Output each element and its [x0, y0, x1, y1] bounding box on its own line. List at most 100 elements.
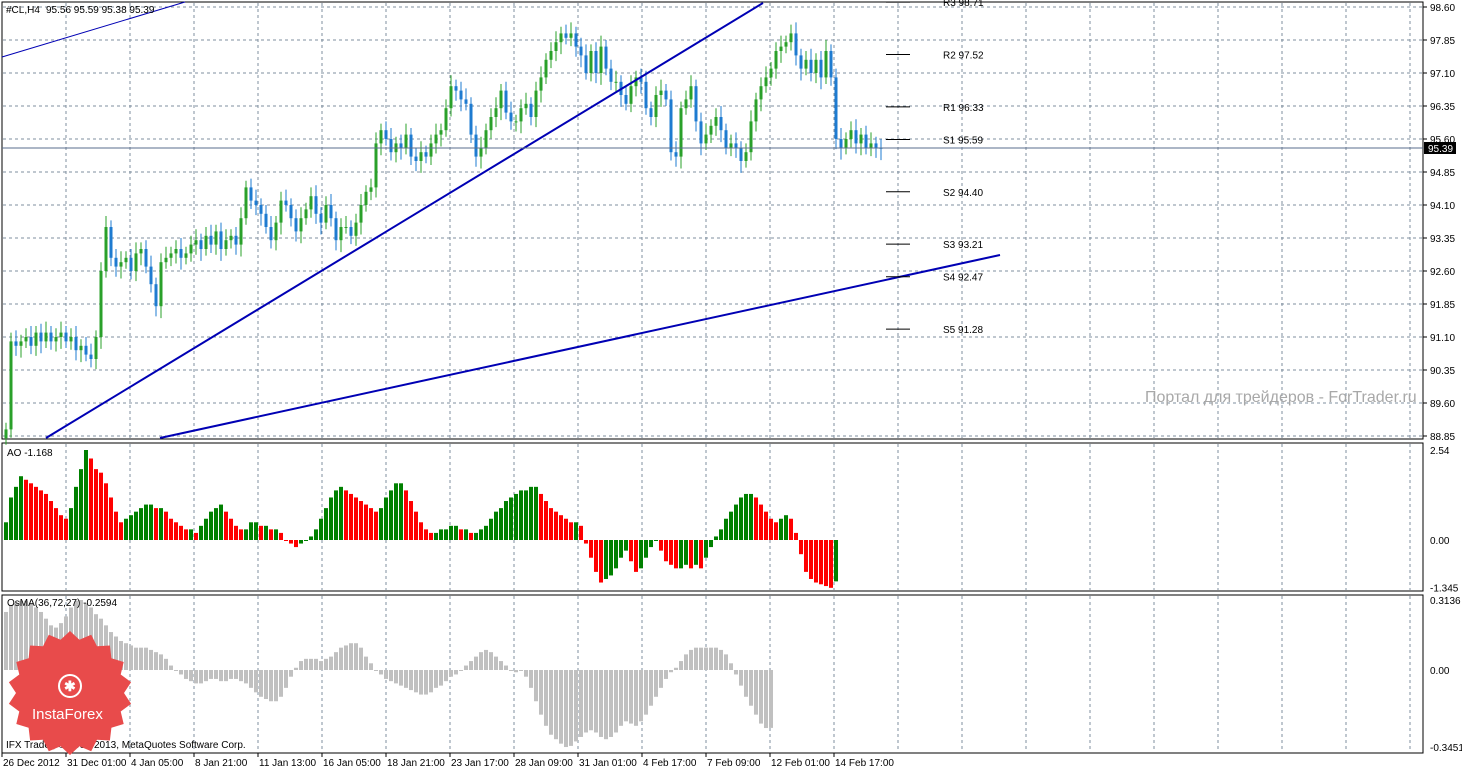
ao-bar: [69, 508, 73, 540]
ao-bar: [419, 522, 423, 540]
ao-bar: [554, 511, 558, 540]
trendline[interactable]: [45, 2, 764, 439]
osma-bar: [264, 670, 268, 700]
ao-bar: [454, 525, 458, 540]
osma-bar: [449, 670, 453, 677]
ao-bar: [574, 522, 578, 540]
ao-bar: [314, 529, 318, 540]
ao-bar: [284, 540, 288, 541]
osma-bar: [634, 670, 638, 726]
candle-body: [69, 337, 73, 342]
candle-body: [224, 240, 228, 249]
candle-body: [144, 249, 148, 267]
osma-bar: [359, 647, 363, 670]
candle-body: [764, 77, 768, 87]
candle-body: [469, 103, 473, 135]
osma-bar: [339, 647, 343, 670]
osma-bar: [709, 647, 713, 670]
candle-body: [759, 86, 763, 100]
ao-bar: [114, 511, 118, 540]
ao-bar: [594, 540, 598, 572]
ao-title: AO -1.168: [7, 448, 53, 459]
osma-bar: [739, 670, 743, 686]
ao-bar: [424, 529, 428, 540]
osma-pane-frame: [1, 594, 1424, 754]
ao-pane-frame: [1, 442, 1424, 592]
price-tick-label: 89.60: [1430, 399, 1455, 410]
price-tick-label: 94.85: [1430, 168, 1455, 179]
ao-bar: [104, 483, 108, 540]
osma-bar: [304, 658, 308, 670]
osma-bar: [424, 670, 428, 695]
candle-body: [364, 191, 368, 205]
ao-bar: [654, 540, 658, 541]
osma-bar: [714, 647, 718, 670]
osma-bar: [529, 670, 533, 688]
ao-bar: [414, 511, 418, 540]
osma-bar: [584, 670, 588, 733]
trendline[interactable]: [159, 254, 1001, 439]
osma-bar: [439, 670, 443, 686]
ao-bar: [289, 540, 293, 544]
candle-body: [169, 253, 173, 258]
osma-bar: [404, 670, 408, 688]
osma-bar: [674, 667, 678, 670]
ao-bar: [539, 493, 543, 540]
osma-bar: [284, 670, 288, 688]
ao-bar: [79, 469, 83, 540]
osma-bar: [349, 643, 353, 670]
current-price-badge: [1424, 142, 1456, 154]
trendline[interactable]: [1, 1, 186, 58]
osma-bar: [109, 632, 113, 670]
ao-bar: [714, 536, 718, 540]
ao-bar: [784, 515, 788, 540]
candle-body: [234, 235, 238, 245]
osma-bar: [149, 649, 153, 670]
ao-bar: [49, 501, 53, 540]
candle-body: [874, 143, 878, 148]
ao-bar: [19, 476, 23, 540]
candle-body: [609, 68, 613, 82]
ohlc-values: 95.56 95.59 95.38 95.39: [46, 5, 155, 16]
ao-bar: [739, 497, 743, 540]
osma-bar: [659, 670, 663, 688]
candle-body: [519, 108, 523, 122]
osma-bar: [734, 670, 738, 675]
time-axis: 26 Dec 2012 31 Dec 01:00 4 Jan 05:00 8 Jan …: [1, 753, 894, 769]
candle-body: [164, 257, 168, 263]
candle-body: [29, 337, 33, 346]
trendlines[interactable]: [1, 1, 1001, 439]
ao-bar: [264, 525, 268, 540]
candle-body: [244, 187, 248, 219]
ao-bar: [274, 529, 278, 540]
candle-body: [204, 235, 208, 249]
ao-bar: [504, 501, 508, 540]
pivot-label: R2 97.52: [943, 51, 984, 62]
candle-body: [304, 209, 308, 219]
candle-body: [784, 42, 788, 47]
candle-body: [584, 55, 588, 73]
candle-body: [19, 341, 23, 346]
ao-bar: [534, 486, 538, 540]
candle-body: [309, 196, 313, 210]
osma-bar: [759, 670, 763, 724]
ao-bar: [154, 508, 158, 540]
candle-body: [819, 59, 823, 78]
ao-bar: [269, 529, 273, 540]
candle-body: [489, 117, 493, 131]
ao-bar: [684, 540, 688, 565]
ao-bar: [544, 501, 548, 540]
osma-tick-label: -0.3451: [1430, 743, 1462, 754]
candle-body: [504, 90, 508, 113]
candle-body: [279, 200, 283, 223]
instaforex-logo: ✱ InstaForex: [8, 631, 132, 755]
osma-bar: [249, 670, 253, 688]
osma-bar: [469, 661, 473, 670]
osma-bar: [239, 670, 243, 682]
candle-body: [369, 187, 373, 192]
osma-bar: [684, 654, 688, 670]
ao-bar: [184, 529, 188, 540]
osma-bar: [534, 670, 538, 702]
osma-bar: [729, 663, 733, 670]
